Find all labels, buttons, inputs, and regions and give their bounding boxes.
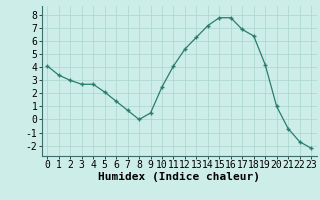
X-axis label: Humidex (Indice chaleur): Humidex (Indice chaleur) <box>98 172 260 182</box>
